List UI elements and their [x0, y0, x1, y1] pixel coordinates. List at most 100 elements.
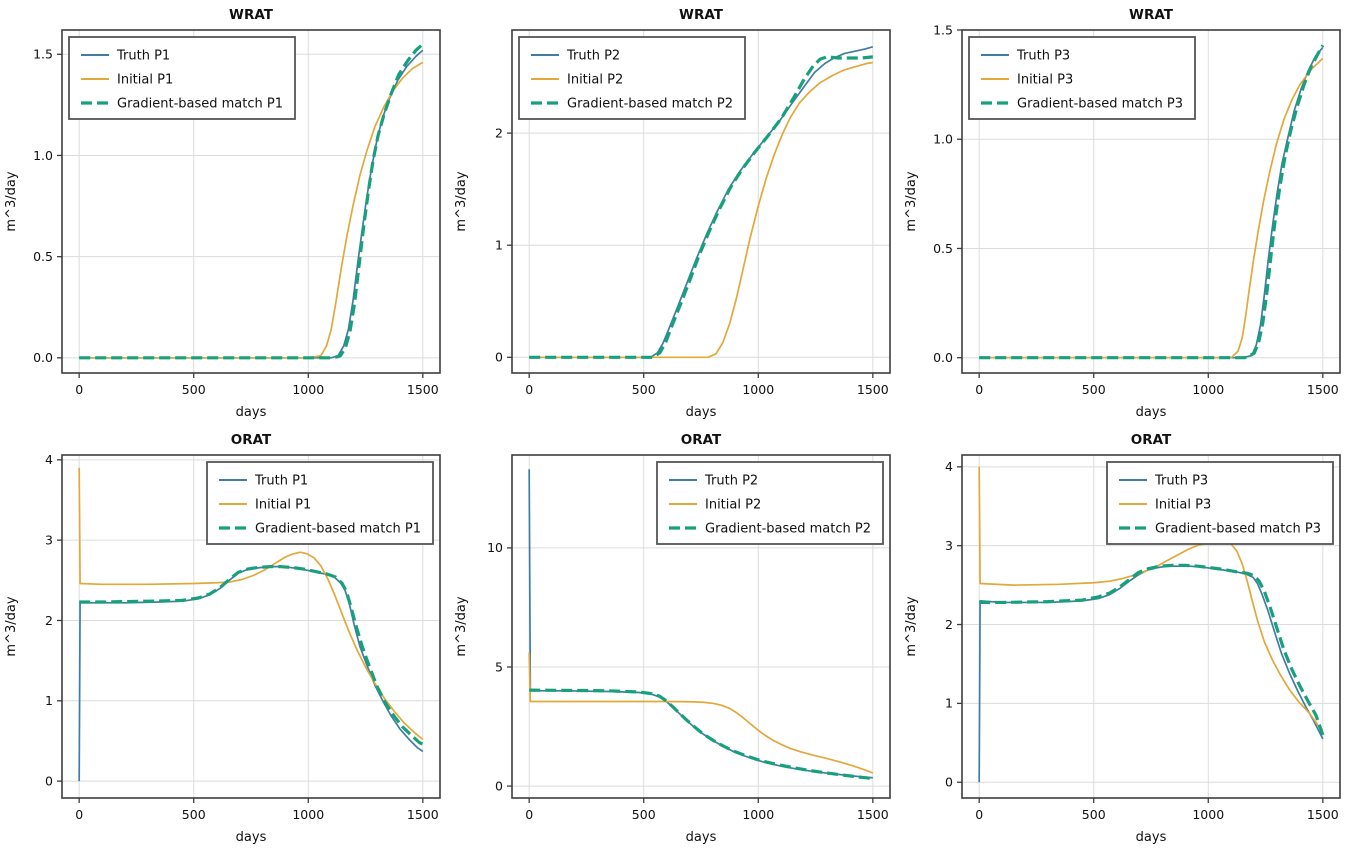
- series-gradient-based-match-p3: [979, 563, 1325, 736]
- x-axis-label: days: [236, 830, 267, 845]
- x-axis-label: days: [1136, 405, 1167, 420]
- series-initial-p2: [529, 61, 873, 359]
- chart-canvas: 0 500 1000 1500 0.0 0.5 1.0 1.5 WRAT days m^3/day T…: [904, 7, 1341, 420]
- series-gradient-based-match-p1: [79, 565, 424, 746]
- x-axis-label: days: [686, 830, 717, 845]
- y-tick-label: 0: [45, 773, 53, 788]
- chart-orat-p3: 0 500 1000 1500 0 1 2 3 4 ORAT days m^3/day Truth P3…: [900, 425, 1350, 850]
- legend-label: Initial P1: [117, 73, 173, 88]
- x-tick-label: 1500: [1307, 807, 1339, 822]
- chart-title: WRAT: [679, 7, 724, 23]
- x-tick-label: 500: [632, 382, 656, 397]
- series-gradient-based-match-p1: [79, 42, 424, 360]
- chart-wrat-p1: 0 500 1000 1500 0.0 0.5 1.0 1.5 WRAT days m^3/day T…: [0, 0, 450, 425]
- series-group: [528, 469, 874, 781]
- series-group: [79, 42, 424, 360]
- y-tick-label: 2: [495, 125, 503, 140]
- ticks: 0 500 1000 1500 0 1 2 3 4: [45, 452, 439, 822]
- x-tick-label: 500: [632, 807, 656, 822]
- legend-label: Gradient-based match P1: [255, 522, 421, 537]
- series-initial-p3: [979, 57, 1324, 359]
- legend-label: Initial P2: [705, 498, 761, 513]
- chart-title: ORAT: [231, 432, 272, 448]
- series-initial-p2: [528, 652, 874, 774]
- chart-legend: Truth P3 Initial P3 Gradient-based match P…: [968, 36, 1196, 120]
- y-tick-label: 1.5: [933, 22, 953, 37]
- x-axis-label: days: [1136, 830, 1167, 845]
- legend-box: [206, 461, 434, 545]
- legend-label: Truth P1: [254, 474, 308, 489]
- x-tick-label: 500: [182, 807, 206, 822]
- chart-canvas: 0 500 1000 1500 0.0 0.5 1.0 1.5 WRAT days m^3/day T…: [4, 7, 441, 420]
- series-truth-p3: [978, 565, 1324, 783]
- chart-orat-p1: 0 500 1000 1500 0 1 2 3 4 ORAT days m^3/day Truth P1…: [0, 425, 450, 850]
- y-tick-label: 2: [45, 613, 53, 628]
- x-tick-label: 0: [975, 382, 983, 397]
- legend-label: Truth P3: [1016, 49, 1070, 64]
- chart-legend: Truth P1 Initial P1 Gradient-based match P…: [68, 36, 296, 120]
- x-tick-label: 1500: [1307, 382, 1339, 397]
- chart-title: ORAT: [1131, 432, 1172, 448]
- y-tick-label: 4: [45, 452, 53, 467]
- y-tick-label: 0: [495, 778, 503, 793]
- legend-label: Gradient-based match P2: [705, 522, 871, 537]
- y-tick-label: 1: [45, 693, 53, 708]
- x-tick-label: 1000: [742, 807, 774, 822]
- y-tick-label: 0.5: [933, 241, 953, 256]
- y-axis-label: m^3/day: [454, 171, 469, 231]
- x-tick-label: 500: [182, 382, 206, 397]
- legend-label: Truth P2: [704, 474, 758, 489]
- y-tick-label: 5: [495, 659, 503, 674]
- x-tick-label: 500: [1082, 807, 1106, 822]
- ticks: 0 500 1000 1500 0.0 0.5 1.0 1.5: [33, 47, 439, 397]
- chart-orat-p2: 0 500 1000 1500 0 5 10 ORAT days m^3/day Truth P2 I…: [450, 425, 900, 850]
- legend-label: Truth P3: [1154, 474, 1208, 489]
- y-tick-label: 0.0: [33, 350, 53, 365]
- chart-canvas: 0 500 1000 1500 0 1 2 3 4 ORAT days m^3/day Truth P1…: [4, 432, 441, 845]
- y-tick-label: 0.0: [933, 350, 953, 365]
- x-tick-label: 1500: [407, 382, 439, 397]
- legend-box: [968, 36, 1196, 120]
- y-axis-label: m^3/day: [4, 171, 19, 231]
- series-gradient-based-match-p2: [529, 688, 873, 781]
- chart-title: WRAT: [229, 7, 274, 23]
- y-tick-label: 0: [945, 775, 953, 790]
- x-tick-label: 1000: [1192, 382, 1224, 397]
- y-axis-label: m^3/day: [904, 596, 919, 656]
- legend-label: Initial P3: [1155, 498, 1211, 513]
- legend-label: Gradient-based match P2: [567, 97, 733, 112]
- chart-canvas: 0 500 1000 1500 0 1 2 3 4 ORAT days m^3/day Truth P3…: [904, 432, 1341, 845]
- x-tick-label: 1500: [407, 807, 439, 822]
- plot-border: [61, 454, 441, 799]
- legend-label: Gradient-based match P3: [1017, 97, 1183, 112]
- chart-legend: Truth P2 Initial P2 Gradient-based match P…: [518, 36, 746, 120]
- series-group: [78, 467, 424, 782]
- x-axis-label: days: [236, 405, 267, 420]
- y-tick-label: 1.5: [33, 47, 53, 62]
- chart-canvas: 0 500 1000 1500 0 1 2 WRAT days m^3/day Truth P2 In…: [454, 7, 891, 420]
- chart-title: ORAT: [681, 432, 722, 448]
- plot-border: [961, 29, 1341, 374]
- chart-wrat-p3: 0 500 1000 1500 0.0 0.5 1.0 1.5 WRAT days m^3/day T…: [900, 0, 1350, 425]
- y-tick-label: 4: [945, 459, 953, 474]
- ticks: 0 500 1000 1500 0 5 10: [487, 540, 889, 822]
- legend-label: Gradient-based match P1: [117, 97, 283, 112]
- series-group: [979, 44, 1325, 360]
- x-tick-label: 1500: [857, 807, 889, 822]
- x-axis-label: days: [686, 405, 717, 420]
- series-group: [529, 45, 874, 359]
- y-tick-label: 1: [945, 696, 953, 711]
- x-tick-label: 500: [1082, 382, 1106, 397]
- y-tick-label: 0: [495, 350, 503, 365]
- y-axis-label: m^3/day: [454, 596, 469, 656]
- plot-border: [511, 454, 891, 799]
- chart-canvas: 0 500 1000 1500 0 5 10 ORAT days m^3/day Truth P2 I…: [454, 432, 891, 845]
- legend-label: Gradient-based match P3: [1155, 522, 1321, 537]
- ticks: 0 500 1000 1500 0 1 2 3 4: [945, 459, 1339, 822]
- y-tick-label: 1.0: [933, 132, 953, 147]
- legend-label: Initial P1: [255, 498, 311, 513]
- x-tick-label: 1000: [1192, 807, 1224, 822]
- plot-border: [61, 29, 441, 374]
- x-tick-label: 0: [975, 807, 983, 822]
